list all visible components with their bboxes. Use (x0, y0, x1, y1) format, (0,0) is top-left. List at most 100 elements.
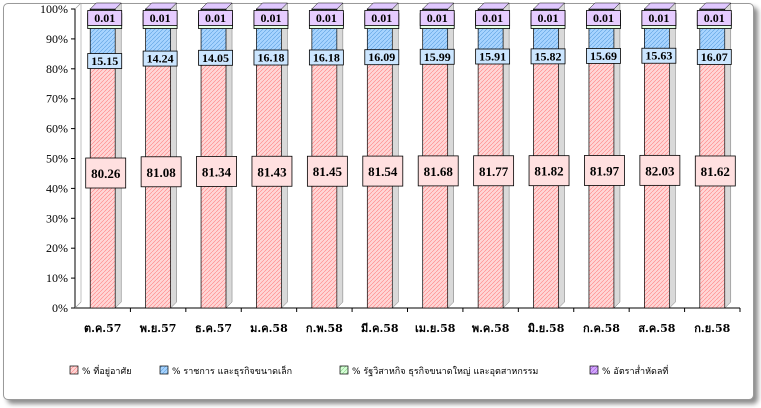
legend-label: % ราชการ และธุรกิจขนาดเล็ก (172, 364, 292, 377)
data-label-box (641, 10, 677, 26)
x-tick-label: ม.ค.58 (250, 322, 288, 335)
data-label: 15.99 (424, 50, 451, 64)
data-label: 81.62 (701, 164, 730, 179)
data-label: 81.97 (590, 163, 620, 178)
data-label-box (694, 155, 736, 187)
data-label: 81.34 (202, 164, 232, 179)
data-label: 81.77 (479, 164, 509, 179)
x-tick-label: มี.ค.58 (361, 322, 399, 335)
data-label: 15.91 (479, 50, 506, 64)
data-label-box (586, 48, 621, 64)
data-label: 0.01 (94, 11, 115, 25)
y-tick-label: 100% (40, 2, 68, 16)
y-tick-label: 70% (46, 92, 68, 106)
bar-side-face (336, 2, 344, 309)
data-label: 16.18 (257, 51, 284, 65)
data-label: 0.01 (593, 11, 614, 25)
data-label: 81.08 (147, 165, 177, 180)
data-label: 0.01 (150, 11, 171, 25)
data-label: 0.01 (648, 11, 669, 25)
data-label-box (475, 10, 511, 26)
data-label-box (308, 49, 344, 66)
data-label-box (253, 49, 289, 66)
data-label-box (641, 47, 677, 64)
x-tick-label: พ.ค.58 (472, 322, 510, 335)
data-label: 82.03 (645, 163, 675, 178)
legend-label: % รัฐวิสาหกิจ ธุรกิจขนาดใหญ่ และอุตสาหกร… (352, 366, 538, 377)
data-label: 81.82 (534, 164, 563, 179)
data-label: 81.54 (368, 164, 398, 179)
legend-swatch (159, 365, 169, 375)
data-label-box (253, 10, 289, 26)
bar-side-face (170, 2, 177, 309)
x-tick-label: มิ.ย.58 (528, 322, 565, 335)
back-wall-top (74, 2, 82, 10)
x-tick-label: พ.ย.57 (140, 322, 177, 335)
data-label-box (85, 157, 127, 189)
bar-side-face (392, 2, 399, 309)
data-label: 0.01 (205, 11, 226, 25)
y-tick-label: 0% (52, 301, 68, 315)
y-tick-label: 30% (46, 211, 68, 225)
bar-top-face (477, 2, 510, 10)
data-label-box (586, 10, 621, 26)
data-label-box (140, 156, 182, 188)
data-label-box (142, 50, 178, 67)
y-tick-label: 40% (46, 181, 68, 195)
y-tick-label: 60% (46, 122, 68, 136)
bar-top-face (422, 2, 455, 10)
data-label-box (417, 155, 459, 187)
data-label: 81.68 (424, 164, 454, 179)
data-label-box (364, 49, 400, 66)
data-label: 16.18 (313, 50, 340, 64)
data-label: 14.05 (202, 51, 229, 65)
y-tick-label: 80% (46, 62, 68, 76)
x-tick-label: ธ.ค.57 (195, 322, 232, 335)
bar-side-face (724, 2, 732, 309)
x-tick-label: เม.ย.58 (415, 322, 456, 335)
data-label: 0.01 (704, 11, 725, 25)
data-label: 81.43 (257, 164, 287, 179)
data-label: 0.01 (371, 11, 392, 25)
data-label-box (308, 10, 344, 26)
data-label-box (639, 154, 681, 186)
data-label-box (696, 49, 732, 65)
bar-top-face (366, 2, 399, 10)
legend-swatch (589, 365, 599, 375)
legend-swatch (69, 365, 79, 375)
data-label: 81.45 (313, 164, 343, 179)
data-label-box (528, 155, 570, 187)
data-label: 15.69 (590, 49, 617, 63)
bar-top-face (532, 2, 566, 10)
data-label: 16.09 (368, 50, 395, 64)
data-label: 0.01 (316, 11, 337, 25)
legend-swatch (339, 365, 349, 375)
x-tick-label: ต.ค.57 (84, 322, 121, 335)
data-label: 14.24 (147, 52, 174, 66)
data-label-box (473, 155, 515, 187)
data-label: 80.26 (91, 166, 121, 181)
data-label-box (584, 155, 625, 186)
data-label: 0.01 (260, 11, 281, 25)
y-tick-label: 20% (46, 241, 68, 255)
data-label-box (87, 10, 123, 26)
data-label: 0.01 (427, 11, 448, 25)
bar-top-face (311, 2, 344, 10)
data-label-box (419, 10, 455, 26)
data-label-box (198, 49, 233, 66)
data-label-box (87, 53, 123, 69)
x-tick-label: ก.ค.58 (583, 322, 620, 335)
data-label: 0.01 (482, 11, 503, 25)
bar-side-face (281, 2, 288, 309)
back-wall-bottom (74, 301, 82, 309)
y-tick-label: 10% (46, 271, 68, 285)
x-tick-label: ก.พ.58 (306, 322, 343, 335)
data-label-box (475, 48, 511, 65)
data-label: 15.15 (91, 54, 118, 68)
data-label-box (196, 155, 237, 187)
data-label-box (198, 10, 233, 26)
data-label-box (530, 48, 566, 65)
y-tick-label: 90% (46, 32, 68, 46)
data-label-box (419, 48, 455, 65)
